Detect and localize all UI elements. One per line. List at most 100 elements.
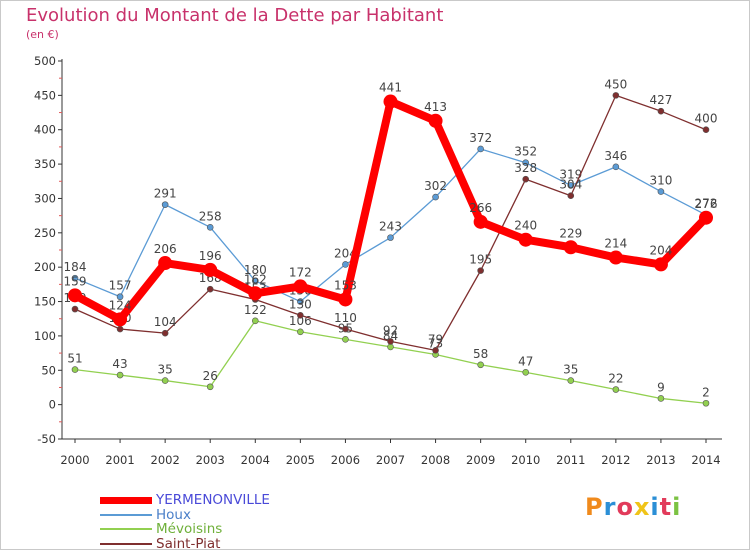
x-tick-label: 2011 (556, 453, 585, 467)
data-point (113, 312, 128, 327)
data-point (297, 311, 304, 319)
data-label: 346 (604, 149, 627, 163)
data-point (342, 325, 349, 333)
data-label: 372 (469, 131, 492, 145)
data-label: 240 (514, 219, 537, 233)
data-point (251, 317, 259, 325)
data-label: 104 (154, 315, 177, 329)
x-tick-label: 2001 (105, 453, 134, 467)
data-point (477, 361, 484, 369)
data-label: 79 (428, 332, 443, 346)
x-tick-label: 2014 (691, 453, 720, 467)
data-label: 159 (64, 274, 87, 288)
data-point (68, 288, 82, 303)
data-point (206, 224, 214, 231)
data-label: 272 (695, 197, 718, 211)
data-point (657, 188, 665, 195)
data-point (116, 325, 124, 333)
y-tick-label: 150 (34, 295, 56, 309)
data-label: 35 (563, 363, 578, 377)
data-point (567, 192, 575, 200)
data-label: 441 (379, 81, 402, 95)
x-tick-label: 2012 (601, 453, 630, 467)
data-point (387, 343, 394, 351)
x-tick-label: 2000 (60, 453, 89, 467)
y-tick-label: 200 (34, 260, 56, 274)
data-label: 122 (244, 303, 267, 317)
y-tick-label: 500 (34, 54, 56, 68)
data-label: 180 (244, 263, 267, 277)
x-tick-label: 2002 (151, 453, 180, 467)
y-tick-label: -50 (37, 432, 56, 446)
data-label: 43 (112, 357, 127, 371)
data-point (522, 369, 530, 376)
data-label: 22 (608, 372, 623, 386)
chart-subtitle: (en €) (26, 28, 59, 41)
data-label: 162 (244, 272, 267, 286)
data-point (699, 210, 713, 225)
y-tick-label: 400 (34, 123, 56, 137)
legend-label: Houx (156, 507, 191, 523)
data-label: 352 (514, 145, 537, 159)
data-label: 157 (109, 279, 132, 293)
data-label: 196 (199, 249, 222, 263)
data-point (432, 193, 439, 201)
x-tick-label: 2005 (286, 453, 315, 467)
data-label: 413 (424, 100, 447, 114)
legend-label: Mévoisins (156, 521, 223, 537)
data-label: 47 (518, 354, 533, 368)
data-point (477, 145, 484, 153)
data-label: 400 (695, 112, 718, 126)
data-point (657, 395, 665, 402)
data-point (203, 262, 218, 277)
data-label: 73 (428, 336, 443, 350)
data-point (251, 277, 259, 285)
data-point (653, 257, 668, 272)
data-point (248, 286, 263, 301)
data-point (432, 347, 439, 354)
data-point (338, 292, 353, 307)
data-point (612, 386, 620, 393)
data-point (612, 163, 620, 171)
data-label: 266 (469, 201, 492, 215)
data-label: 26 (203, 369, 218, 383)
y-tick-label: 300 (34, 191, 56, 205)
data-point (293, 279, 308, 294)
data-label: 153 (334, 278, 357, 292)
data-point (477, 267, 484, 274)
data-label: 195 (469, 253, 492, 267)
data-point (387, 234, 394, 241)
x-tick-label: 2010 (511, 453, 540, 467)
data-label: 258 (199, 209, 222, 223)
data-point (567, 182, 575, 189)
legend-swatch (100, 543, 152, 545)
data-label: 124 (109, 298, 132, 312)
data-point (387, 338, 394, 345)
data-label: 9 (657, 380, 665, 394)
y-tick-label: 50 (41, 363, 56, 377)
data-label: 206 (154, 242, 177, 256)
y-tick-label: 350 (34, 157, 56, 171)
data-point (158, 256, 173, 271)
data-label: 328 (514, 161, 537, 175)
data-label: 319 (559, 167, 582, 181)
data-label: 35 (158, 363, 173, 377)
data-label: 204 (649, 243, 672, 257)
data-point (161, 201, 169, 208)
data-label: 310 (649, 174, 672, 188)
data-point (563, 240, 578, 255)
data-label: 110 (334, 311, 357, 325)
data-label: 243 (379, 220, 402, 234)
data-point (518, 232, 533, 247)
data-point (428, 113, 443, 128)
data-point (342, 336, 349, 343)
x-tick-label: 2009 (466, 453, 495, 467)
legend-swatch (100, 528, 152, 530)
data-point (161, 377, 169, 384)
legend-label: YERMENONVILLE (156, 492, 270, 508)
legend-swatch (100, 514, 152, 516)
data-point (116, 371, 124, 379)
x-tick-label: 2007 (376, 453, 405, 467)
x-tick-label: 2004 (241, 453, 270, 467)
